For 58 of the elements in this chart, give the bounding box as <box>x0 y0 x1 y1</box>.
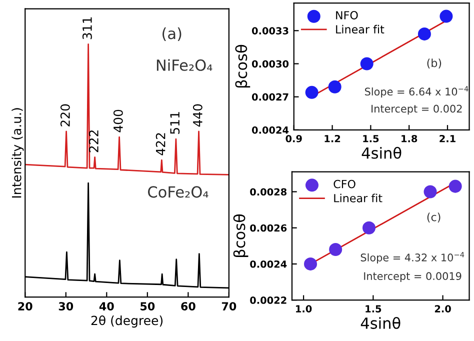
legend-label: CFO <box>334 180 356 188</box>
point <box>305 86 318 99</box>
y-tick-label: 0.0028 <box>250 188 287 196</box>
x-tick-label: 30 <box>58 302 74 310</box>
legend-label: Linear fit <box>336 24 384 34</box>
y-tick-label: 0.0022 <box>250 296 286 304</box>
legend-label: Linear fit <box>334 194 382 202</box>
annotation: CoFe₂O₄ <box>148 186 208 198</box>
x-axis-title: 2θ (degree) <box>91 315 163 328</box>
y-tick-label: 0.0024 <box>252 126 289 134</box>
point <box>440 10 453 23</box>
x-tick-label: 50 <box>140 302 155 310</box>
y-tick-label: 0.0030 <box>252 60 289 68</box>
x-tick-label: 40 <box>99 302 114 310</box>
y-tick-label: 0.0024 <box>250 260 287 268</box>
annotation: (c) <box>427 212 440 223</box>
point <box>424 185 437 198</box>
x-tick-label: 1.8 <box>402 134 418 142</box>
x-tick-label: 1.5 <box>366 305 382 312</box>
annotation: (b) <box>427 58 442 68</box>
x-tick-label: 1.5 <box>363 135 379 142</box>
point <box>448 180 462 193</box>
y-tick-label: 0.0026 <box>250 224 287 232</box>
x-tick-label: 70 <box>222 302 236 310</box>
x-tick-label: 2.1 <box>440 134 456 142</box>
x-axis-title: 4sinθ <box>360 317 400 329</box>
point <box>328 80 342 94</box>
annotation: 311 <box>82 17 92 40</box>
x-tick-label: 1.0 <box>296 305 312 312</box>
annotation: 422 <box>156 133 166 156</box>
annotation: Slope = 4.32 x 10$^{−4}$ <box>360 252 464 264</box>
point <box>418 27 431 40</box>
annotation: 220 <box>60 104 70 126</box>
x-tick-label: 1.2 <box>324 134 340 142</box>
point <box>329 243 342 256</box>
legend-label: NFO <box>336 11 358 20</box>
annotation: Intercept = 0.0019 <box>364 272 462 282</box>
text: (a) <box>162 27 182 42</box>
point <box>360 57 374 70</box>
x-tick-label: 2.0 <box>434 305 451 312</box>
y-tick-label: 0.0033 <box>252 27 288 34</box>
y-axis-title: Intensity (a.u.) <box>12 108 24 198</box>
x-axis-title: 4sinθ <box>362 146 402 159</box>
y-tick-label: 0.0027 <box>252 93 288 101</box>
annotation: Intercept = 0.002 <box>372 104 462 115</box>
x-tick-label: 60 <box>181 302 196 310</box>
annotation: 440 <box>192 104 202 127</box>
point <box>362 221 376 234</box>
x-tick-label: 0.9 <box>286 134 302 142</box>
annotation: 222 <box>89 130 98 152</box>
point <box>304 257 318 270</box>
x-tick-label: 20 <box>18 302 32 310</box>
annotation: 511 <box>170 112 180 134</box>
annotation: Slope = 6.64 x 10$^{−4}$ <box>364 86 468 98</box>
y-axis-title: βcosθ <box>235 44 250 88</box>
annotation: 400 <box>113 110 123 132</box>
y-axis-title: βcosθ <box>233 214 248 257</box>
annotation: NiFe₂O₄ <box>156 59 212 71</box>
